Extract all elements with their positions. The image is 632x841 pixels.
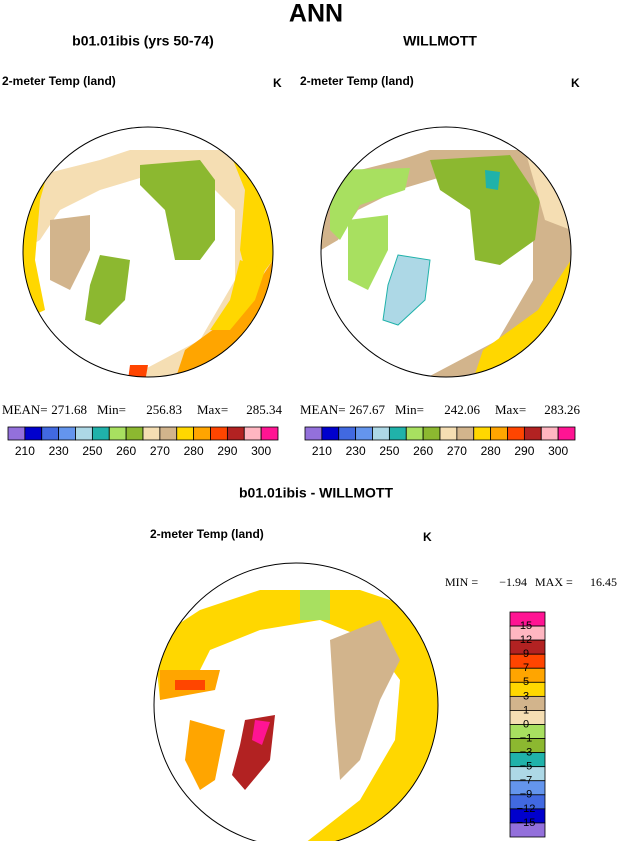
units-label: K <box>423 530 432 544</box>
map <box>320 126 572 378</box>
colorbar-label: 280 <box>481 444 501 458</box>
stat-label: MEAN= <box>300 402 346 417</box>
colorbar-box <box>7 426 26 441</box>
colorbar-label: 230 <box>346 444 366 458</box>
colorbar-box <box>91 426 110 441</box>
colorbar-box <box>41 426 60 441</box>
colorbar-label: −5 <box>520 761 533 773</box>
colorbar-label: 260 <box>116 444 136 458</box>
stat-value: 283.26 <box>544 402 580 417</box>
colorbar-label: −9 <box>520 789 533 801</box>
colorbar-label: −12 <box>517 803 536 815</box>
colorbar-label: −7 <box>520 775 533 787</box>
colorbar-box <box>321 426 340 441</box>
map <box>22 126 274 378</box>
colorbar-box <box>372 426 390 441</box>
colorbar-label: 300 <box>251 444 271 458</box>
stat-value: −1.94 <box>499 575 527 589</box>
colorbar-label: 7 <box>523 662 529 674</box>
stat-value: 16.45 <box>590 575 617 589</box>
variable-label: 2-meter Temp (land) <box>300 74 414 88</box>
colorbar-box <box>125 426 144 441</box>
colorbar-label: −3 <box>520 747 533 759</box>
units-label: K <box>273 76 282 90</box>
colorbar-label: −15 <box>517 817 536 829</box>
colorbar-box <box>193 426 211 441</box>
colorbar-box <box>24 426 43 441</box>
colorbar-label: 12 <box>520 634 532 646</box>
colorbar-box <box>405 426 424 441</box>
colorbar-box <box>58 426 76 441</box>
colorbar-box <box>159 426 178 441</box>
colorbar-label: 230 <box>49 444 69 458</box>
colorbar-label: 0 <box>523 718 529 730</box>
colorbar-box <box>523 426 542 441</box>
colorbar-label: 270 <box>447 444 467 458</box>
panel-title: b01.01ibis (yrs 50-74) <box>72 33 214 49</box>
stat-label: Min= <box>97 402 126 417</box>
variable-label: 2-meter Temp (land) <box>150 527 264 541</box>
colorbar-label: −1 <box>520 732 533 744</box>
colorbar-box <box>388 426 407 441</box>
units-label: K <box>571 76 580 90</box>
colorbar-box <box>142 426 161 441</box>
stat-label: MEAN= <box>2 402 48 417</box>
colorbar-box <box>75 426 93 441</box>
colorbar-label: 250 <box>379 444 399 458</box>
colorbar-label: 280 <box>184 444 204 458</box>
colorbar-label: 9 <box>523 648 529 660</box>
stat-value: 242.06 <box>444 402 480 417</box>
stat-label: MAX = <box>535 575 573 589</box>
colorbar-box <box>439 426 458 441</box>
colorbar-box <box>507 426 525 441</box>
stat-label: Min= <box>395 402 424 417</box>
stat-label: Max= <box>197 402 228 417</box>
colorbar-label: 3 <box>523 690 529 702</box>
map <box>153 562 439 841</box>
colorbar-box <box>243 426 262 441</box>
colorbar-box <box>422 426 441 441</box>
colorbar-box <box>304 426 323 441</box>
colorbar-label: 210 <box>312 444 332 458</box>
colorbar-label: 5 <box>523 676 529 688</box>
variable-label: 2-meter Temp (land) <box>2 74 116 88</box>
stat-value: 267.67 <box>349 402 385 417</box>
colorbar-box <box>260 426 279 441</box>
colorbar-box <box>540 426 559 441</box>
panel-title: b01.01ibis - WILLMOTT <box>239 485 393 501</box>
colorbar-box <box>226 426 245 441</box>
colorbar-box <box>557 426 576 441</box>
colorbar-box <box>490 426 508 441</box>
colorbar-box <box>108 426 127 441</box>
colorbar-label: 300 <box>548 444 568 458</box>
stat-label: Max= <box>495 402 526 417</box>
figure-title: ANN <box>289 0 343 28</box>
colorbar-label: 210 <box>15 444 35 458</box>
colorbar-label: 1 <box>523 704 529 716</box>
colorbar-label: 270 <box>150 444 170 458</box>
colorbar-label: 260 <box>413 444 433 458</box>
colorbar-box <box>338 426 357 441</box>
colorbar-label: 290 <box>217 444 237 458</box>
stat-label: MIN = <box>445 575 478 589</box>
colorbar-label: 250 <box>82 444 102 458</box>
colorbar-label: 290 <box>514 444 534 458</box>
colorbar-box <box>355 426 373 441</box>
stat-value: 256.83 <box>146 402 182 417</box>
colorbar-box <box>509 822 546 838</box>
stat-value: 285.34 <box>246 402 282 417</box>
colorbar-box <box>456 426 475 441</box>
colorbar-box <box>210 426 228 441</box>
colorbar-box <box>473 426 492 441</box>
panel-title: WILLMOTT <box>403 33 477 49</box>
colorbar-box <box>176 426 195 441</box>
colorbar-label: 15 <box>520 620 532 632</box>
stat-value: 271.68 <box>51 402 87 417</box>
